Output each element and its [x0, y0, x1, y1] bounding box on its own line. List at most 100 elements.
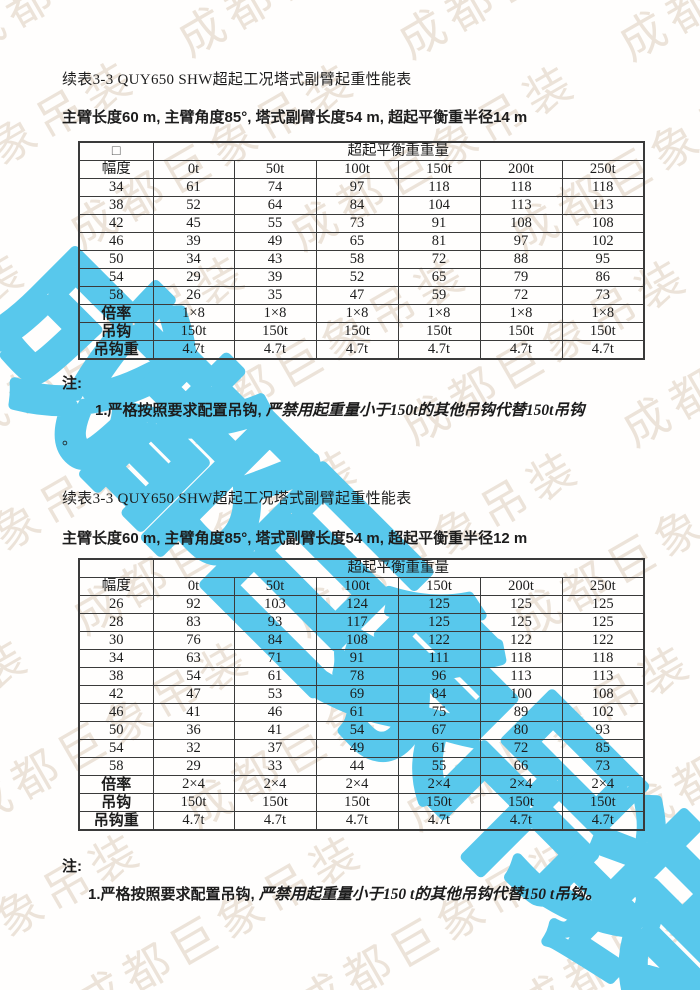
row-header-cell: 46	[78, 232, 154, 251]
note-label: 注:	[62, 858, 82, 875]
table-row: 28 83 93 117 125 125 125	[78, 613, 645, 632]
col-header-cell: 幅度	[78, 577, 154, 596]
value-cell: 67	[397, 721, 481, 740]
col-header-cell: 100t	[315, 577, 399, 596]
value-cell: 150t	[152, 322, 235, 341]
note-strong: 严禁用起重量小于150 t的其他吊钩代替150 t吊钩。	[258, 886, 601, 903]
value-cell: 4.7t	[397, 811, 481, 831]
value-cell: 125	[397, 613, 481, 632]
value-cell: 4.7t	[479, 811, 563, 831]
value-cell: 32	[152, 739, 235, 758]
row-header-cell: 吊钩重	[78, 811, 154, 831]
row-header-cell: 42	[78, 214, 154, 233]
value-cell: 46	[233, 703, 317, 722]
table2-head: 超起平衡重重量 幅度 0t 50t 100t 150t 200t 250t	[78, 558, 645, 596]
row-header-cell: 吊钩	[78, 793, 154, 812]
value-cell: 150t	[397, 793, 481, 812]
value-cell: 150t	[561, 322, 645, 341]
note-prefix: 1.严格按照要求配置吊钩,	[88, 886, 259, 903]
value-cell: 39	[233, 268, 317, 287]
value-cell: 150t	[397, 322, 481, 341]
value-cell: 4.7t	[479, 340, 563, 360]
value-cell: 108	[561, 214, 645, 233]
value-cell: 150t	[479, 793, 563, 812]
value-cell: 150t	[152, 793, 235, 812]
value-cell: 44	[315, 757, 399, 776]
value-cell: 73	[561, 286, 645, 305]
table-row: 吊钩 150t 150t 150t 150t 150t 150t	[78, 793, 645, 812]
value-cell: 125	[479, 595, 563, 614]
value-cell: 113	[479, 667, 563, 686]
value-cell: 89	[479, 703, 563, 722]
value-cell: 125	[479, 613, 563, 632]
row-header-cell: 28	[78, 613, 154, 632]
value-cell: 69	[315, 685, 399, 704]
table-row: 46 39 49 65 81 97 102	[78, 232, 645, 251]
capacity-table-2: 超起平衡重重量 幅度 0t 50t 100t 150t 200t 250t 26…	[78, 558, 646, 831]
value-cell: 4.7t	[561, 340, 645, 360]
value-cell: 63	[152, 649, 235, 668]
value-cell: 54	[152, 667, 235, 686]
col-header-cell: 0t	[152, 577, 235, 596]
table2-body: 26 92 103 124 125 125 125 28 83 93 117 125 125 125 30 7…	[78, 595, 645, 831]
value-cell: 26	[152, 286, 235, 305]
value-cell: 122	[397, 631, 481, 650]
value-cell: 71	[233, 649, 317, 668]
row-header-cell: 54	[78, 268, 154, 287]
value-cell: 1×8	[315, 304, 399, 323]
row-header-cell: 34	[78, 649, 154, 668]
value-cell: 49	[315, 739, 399, 758]
value-cell: 72	[479, 739, 563, 758]
table1-head: □ 超起平衡重重量 幅度 0t 50t 100t 150t 200t 250t	[78, 141, 645, 179]
value-cell: 108	[315, 631, 399, 650]
value-cell: 4.7t	[233, 340, 317, 360]
col-header-cell: 100t	[315, 160, 399, 179]
value-cell: 118	[397, 178, 481, 197]
value-cell: 73	[561, 757, 645, 776]
col-header-cell: 200t	[479, 160, 563, 179]
value-cell: 84	[315, 196, 399, 215]
note-label: 注:	[62, 375, 82, 392]
table-row: 54 32 37 49 61 72 85	[78, 739, 645, 758]
note-tail: 。	[62, 432, 78, 448]
value-cell: 93	[233, 613, 317, 632]
table-row: 26 92 103 124 125 125 125	[78, 595, 645, 614]
value-cell: 2×4	[479, 775, 563, 794]
value-cell: 84	[397, 685, 481, 704]
value-cell: 2×4	[233, 775, 317, 794]
value-cell: 1×8	[233, 304, 317, 323]
value-cell: 122	[561, 631, 645, 650]
value-cell: 75	[397, 703, 481, 722]
value-cell: 2×4	[152, 775, 235, 794]
table-row: 吊钩 150t 150t 150t 150t 150t 150t	[78, 322, 645, 341]
value-cell: 2×4	[315, 775, 399, 794]
value-cell: 4.7t	[397, 340, 481, 360]
value-cell: 86	[561, 268, 645, 287]
table-row: 幅度 0t 50t 100t 150t 200t 250t	[78, 160, 645, 179]
value-cell: 64	[233, 196, 317, 215]
table-row: 42 47 53 69 84 100 108	[78, 685, 645, 704]
value-cell: 118	[479, 178, 563, 197]
row-header-cell: 46	[78, 703, 154, 722]
value-cell: 78	[315, 667, 399, 686]
value-cell: 100	[479, 685, 563, 704]
table-row: 50 36 41 54 67 80 93	[78, 721, 645, 740]
table-row: 42 45 55 73 91 108 108	[78, 214, 645, 233]
value-cell: 54	[315, 721, 399, 740]
row-header-cell: 34	[78, 178, 154, 197]
section2-subtitle: 主臂长度60 m, 主臂角度85°, 塔式副臂长度54 m, 超起平衡重半径12…	[62, 530, 528, 547]
table-row: 58 29 33 44 55 66 73	[78, 757, 645, 776]
row-header-cell: 倍率	[78, 304, 154, 323]
value-cell: 1×8	[561, 304, 645, 323]
row-header-cell: 50	[78, 250, 154, 269]
row-header-cell: 38	[78, 196, 154, 215]
value-cell: 33	[233, 757, 317, 776]
value-cell: 118	[561, 649, 645, 668]
value-cell: 43	[233, 250, 317, 269]
value-cell: 73	[315, 214, 399, 233]
value-cell: 111	[397, 649, 481, 668]
row-header-cell: 38	[78, 667, 154, 686]
table-row: 吊钩重 4.7t 4.7t 4.7t 4.7t 4.7t 4.7t	[78, 340, 645, 360]
value-cell: 1×8	[397, 304, 481, 323]
